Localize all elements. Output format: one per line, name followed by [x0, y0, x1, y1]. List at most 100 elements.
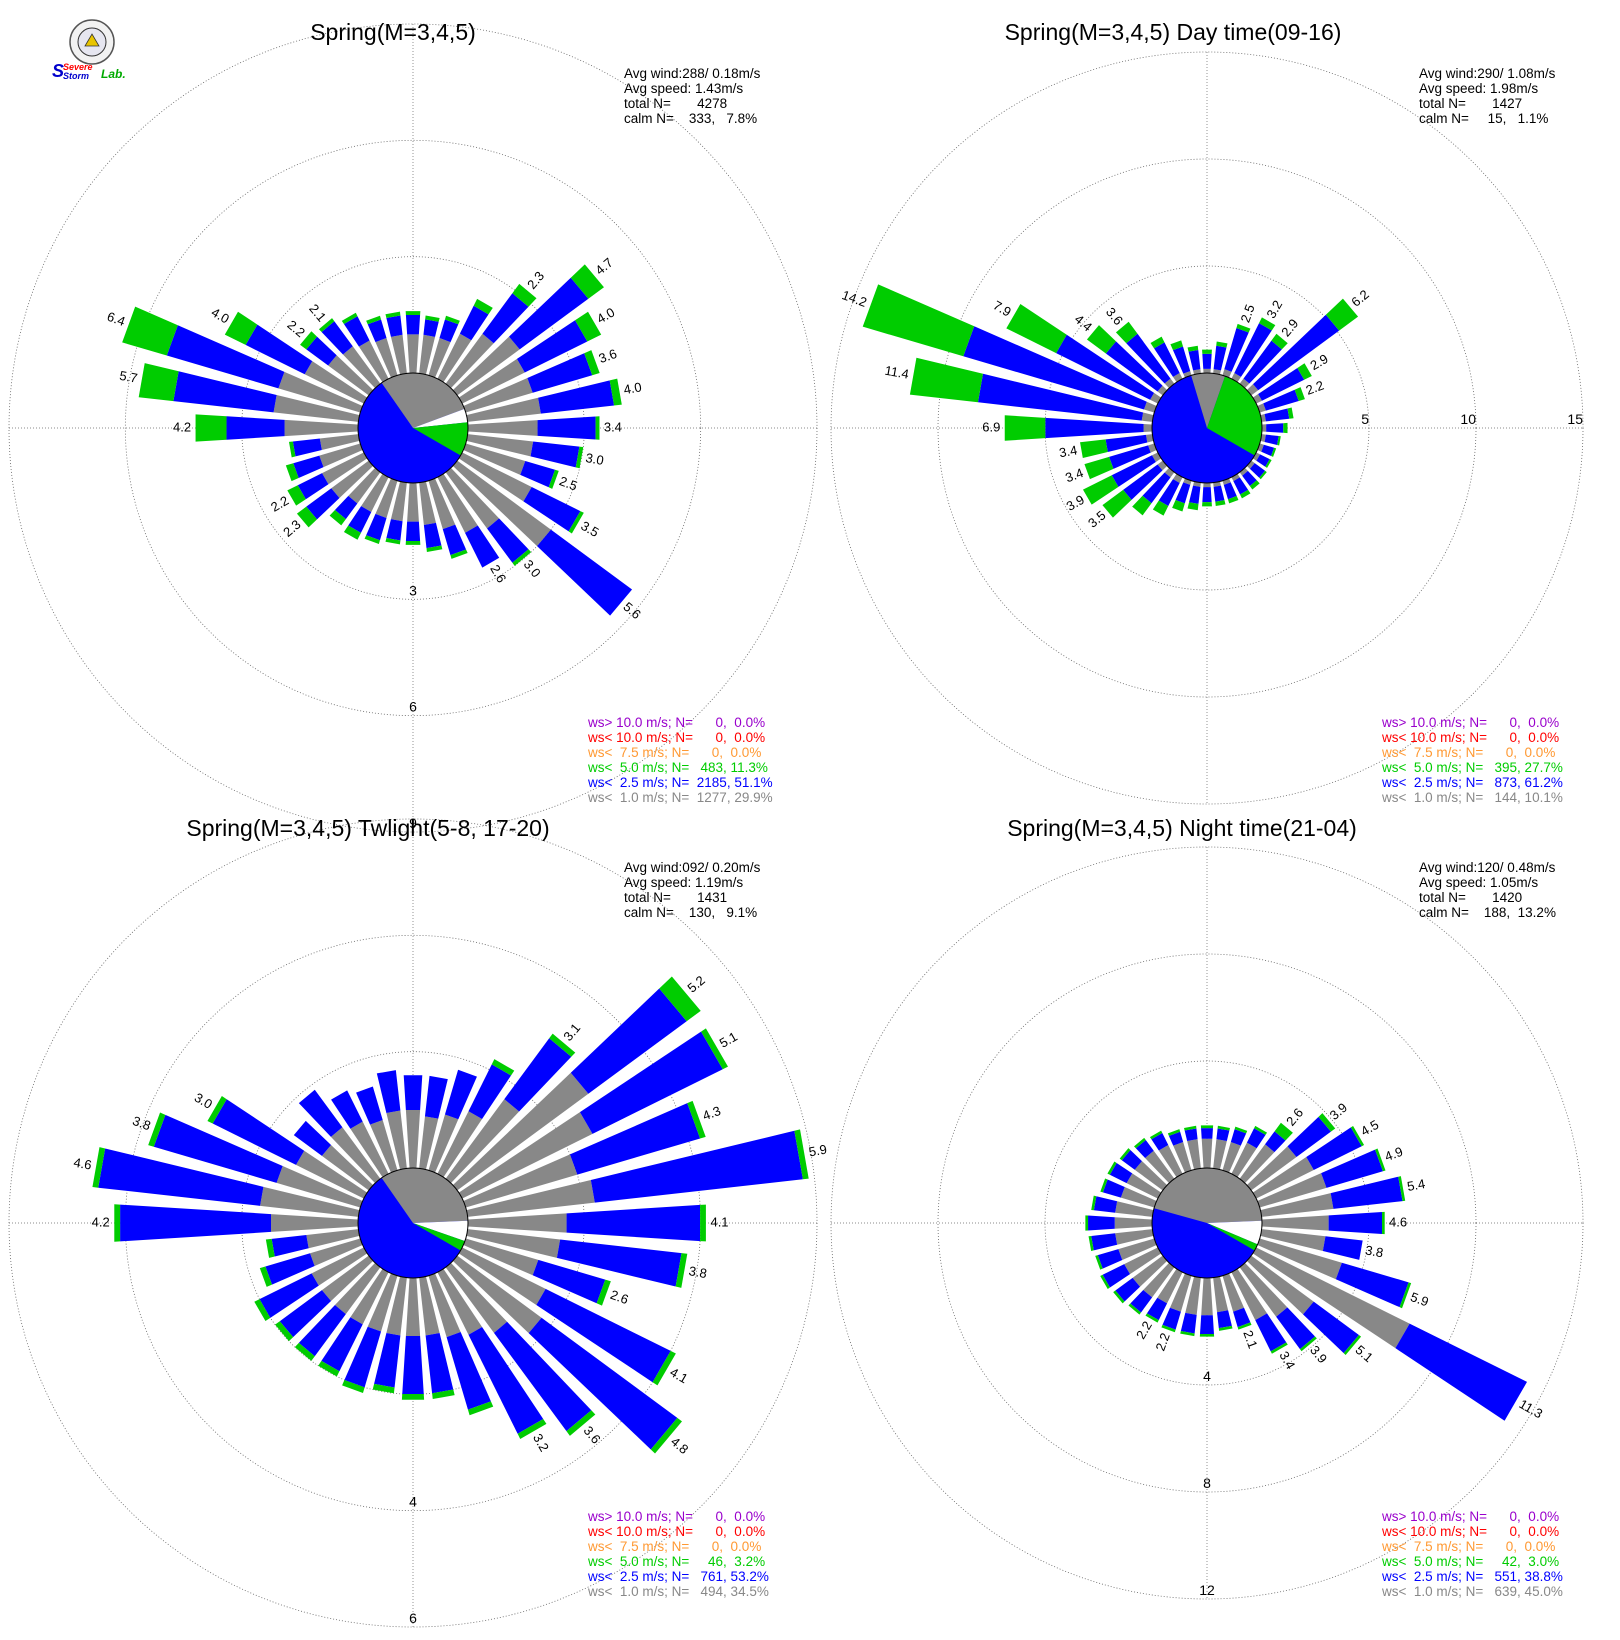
- spoke-value-label: 6.2: [1348, 287, 1371, 310]
- direction-spoke-10: [419, 1075, 448, 1170]
- direction-spoke-270: [114, 1204, 359, 1242]
- spoke-segment-green: [1202, 349, 1212, 354]
- spoke-segment-green: [1249, 480, 1260, 490]
- spoke-segment-blue: [523, 486, 581, 532]
- spoke-segment-calm-gray: [1246, 460, 1255, 469]
- direction-spoke-50: [452, 976, 701, 1191]
- info-line: total N= 1427: [1419, 96, 1522, 111]
- spoke-segment-calm-gray: [466, 434, 534, 457]
- legend-entry: ws< 2.5 m/s; N= 2185, 51.1%: [587, 775, 773, 790]
- spoke-segment-green: [1187, 345, 1199, 352]
- spoke-segment-green: [584, 350, 600, 376]
- spoke-segment-green: [1119, 1148, 1131, 1161]
- spoke-value-label: 2.6: [608, 1287, 630, 1307]
- direction-spoke-0: [403, 1075, 423, 1169]
- info-line: Avg wind:290/ 1.08m/s: [1419, 66, 1556, 81]
- spoke-segment-calm-gray: [1231, 1268, 1268, 1321]
- spoke-segment-calm-gray: [1169, 1273, 1192, 1312]
- direction-spoke-130: [452, 1255, 682, 1454]
- spoke-segment-calm-gray: [463, 1154, 578, 1208]
- direction-spoke-170: [1213, 481, 1226, 507]
- spoke-segment-blue: [459, 305, 489, 341]
- spoke-segment-green: [1270, 1342, 1288, 1354]
- logo-word-severe: Severe: [63, 62, 93, 72]
- spoke-value-label: 4.8: [668, 1434, 691, 1457]
- spoke-segment-blue: [292, 438, 322, 457]
- spoke-segment-blue: [98, 1148, 264, 1206]
- spoke-segment-calm-gray: [1158, 1144, 1183, 1178]
- spoke-value-label: 5.6: [620, 599, 643, 622]
- direction-spoke-50: [452, 264, 604, 396]
- wind-rose-panel-2: 5 10 152.5 3.22.96.22.92.23.53.93.43.46.911…: [830, 19, 1584, 805]
- spoke-segment-blue: [423, 522, 442, 549]
- spoke-segment-green: [1161, 1324, 1176, 1333]
- spoke-segment-blue: [245, 324, 313, 375]
- spoke-segment-calm-gray: [319, 434, 360, 451]
- spoke-segment-blue: [1121, 1150, 1142, 1170]
- spoke-segment-green: [1216, 341, 1228, 348]
- spoke-segment-calm-gray: [271, 1214, 359, 1232]
- spoke-segment-blue: [1328, 1211, 1383, 1235]
- spoke-segment-calm-gray: [452, 460, 551, 547]
- spoke-segment-blue: [386, 315, 403, 337]
- spoke-segment-blue: [1258, 367, 1305, 401]
- direction-spoke-20: [428, 315, 460, 378]
- spoke-segment-green: [548, 469, 559, 489]
- direction-spoke-120: [1252, 1247, 1528, 1421]
- spoke-segment-blue: [226, 416, 285, 440]
- spoke-segment-calm-gray: [452, 336, 520, 396]
- spoke-segment-calm-gray: [358, 340, 389, 383]
- calm-pie: [1151, 1167, 1263, 1279]
- spoke-segment-calm-gray: [452, 1072, 589, 1191]
- legend-entry: ws< 7.5 m/s; N= 0, 0.0%: [1381, 1539, 1555, 1554]
- spoke-segment-blue: [425, 1332, 454, 1394]
- direction-spoke-310: [293, 1120, 374, 1191]
- spoke-segment-calm-gray: [367, 1273, 398, 1332]
- spoke-segment-blue: [516, 320, 588, 373]
- logo-word-lab: Lab.: [101, 67, 126, 81]
- spoke-value-label: 11.3: [1517, 1396, 1546, 1421]
- direction-spoke-70: [463, 1100, 706, 1208]
- spoke-segment-calm-gray: [1132, 1255, 1168, 1287]
- spoke-segment-green: [1265, 459, 1272, 468]
- spoke-segment-green: [1115, 321, 1138, 344]
- spoke-segment-blue: [1168, 1131, 1184, 1146]
- spoke-segment-calm-gray: [321, 1144, 374, 1191]
- spoke-segment-green: [92, 1147, 106, 1188]
- spoke-segment-blue: [1200, 1315, 1214, 1334]
- spoke-value-label: 5.1: [717, 1029, 740, 1051]
- direction-spoke-140: [445, 1262, 596, 1436]
- spoke-segment-calm-gray: [348, 467, 381, 504]
- spoke-segment-blue: [977, 373, 1144, 421]
- spoke-segment-blue: [334, 495, 358, 520]
- spoke-segment-blue: [1088, 1215, 1115, 1231]
- spoke-segment-calm-gray: [405, 1110, 421, 1169]
- calm-pie-green: [413, 422, 468, 456]
- spoke-segment-calm-gray: [1145, 434, 1154, 443]
- spoke-segment-green: [1167, 1129, 1181, 1136]
- spoke-value-label: 3.0: [521, 557, 544, 580]
- grid-ring: [830, 846, 1584, 1600]
- spoke-segment-green: [122, 306, 178, 356]
- spoke-segment-blue: [1162, 1307, 1181, 1330]
- spoke-segment-blue: [1266, 423, 1284, 433]
- spoke-segment-blue: [120, 1204, 272, 1242]
- spoke-segment-calm-gray: [1231, 1142, 1257, 1178]
- spoke-segment-blue: [367, 319, 387, 343]
- spoke-segment-green: [300, 331, 318, 350]
- spoke-segment-blue: [528, 1317, 678, 1450]
- direction-spoke-100: [1260, 434, 1281, 446]
- spoke-segment-calm-gray: [445, 467, 500, 529]
- spoke-value-label: 2.2: [1152, 1331, 1172, 1353]
- spoke-segment-blue: [306, 488, 340, 520]
- direction-spoke-260: [1080, 434, 1154, 459]
- direction-spoke-270: [1004, 415, 1153, 441]
- spoke-segment-calm-gray: [1252, 1247, 1410, 1349]
- spoke-value-label: 4.9: [1383, 1144, 1405, 1164]
- spoke-segment-green: [1271, 447, 1277, 457]
- spoke-segment-blue: [1172, 346, 1191, 374]
- spoke-segment-blue: [468, 1064, 512, 1120]
- direction-spoke-160: [1222, 1273, 1252, 1330]
- spoke-segment-calm-gray: [375, 478, 398, 518]
- severe-storm-lab-logo: S Severe Storm Lab.: [52, 19, 126, 81]
